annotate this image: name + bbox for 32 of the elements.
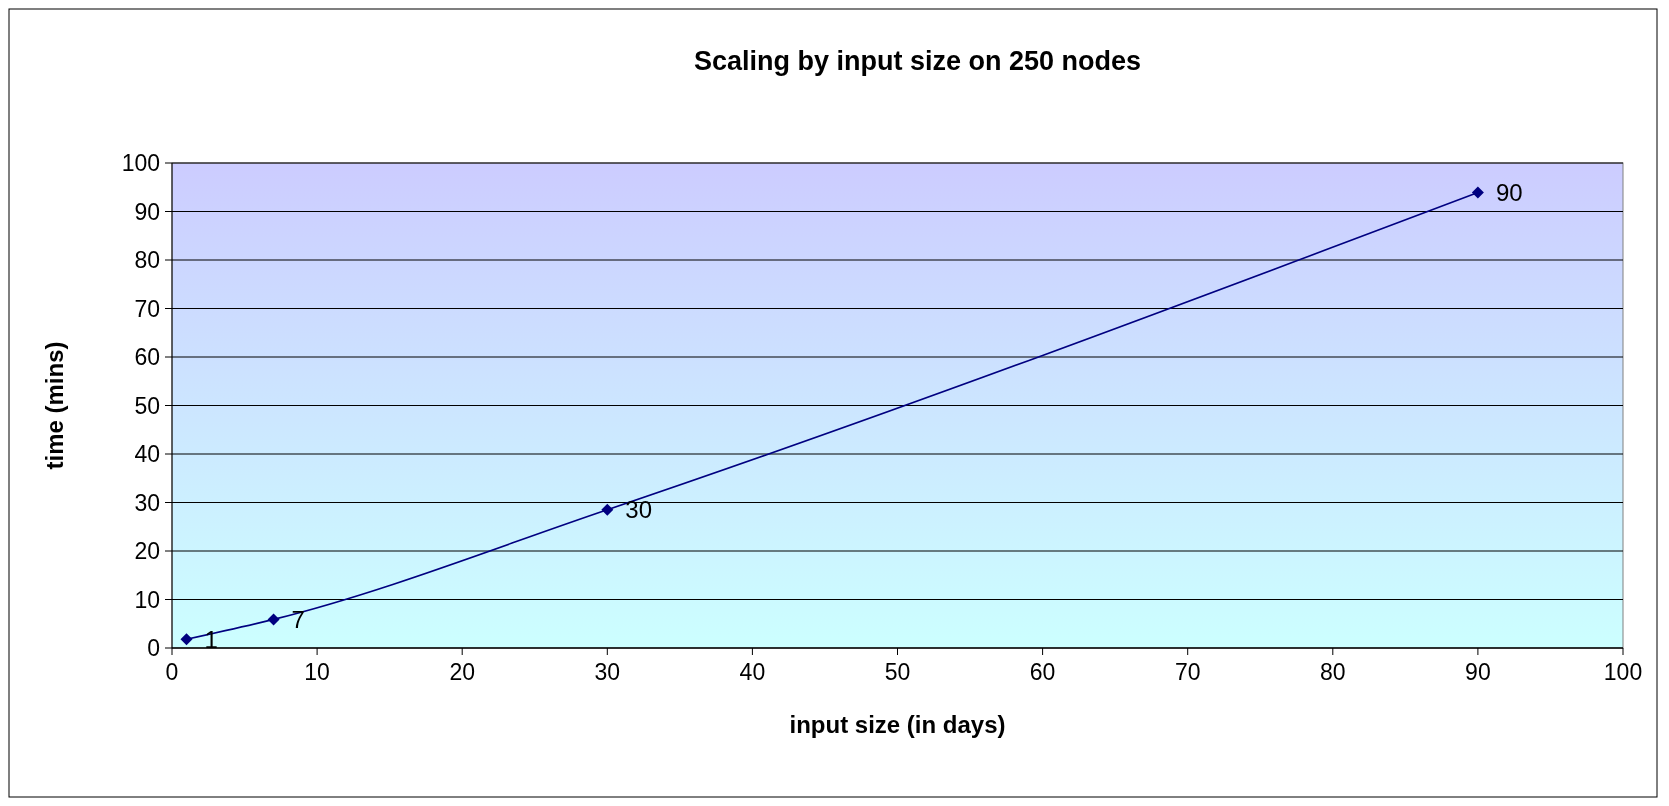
y-tick-label: 60	[134, 344, 160, 371]
y-tick-label: 70	[134, 295, 160, 322]
x-tick-label: 50	[884, 659, 911, 685]
y-tick-label: 20	[134, 538, 160, 565]
x-tick-label: 60	[1029, 659, 1056, 685]
x-tick-label: 30	[594, 659, 621, 685]
x-axis-title: input size (in days)	[789, 711, 1006, 738]
point	[1471, 186, 1484, 199]
y-tick-label: 0	[147, 635, 160, 662]
annotation: 1	[204, 625, 218, 653]
annotation: 7	[291, 605, 305, 633]
y-tick-label: 10	[134, 586, 160, 613]
x-tick-label: 10	[304, 659, 330, 685]
x-tick-label: 100	[1603, 659, 1643, 685]
x-tick-label: 80	[1320, 659, 1346, 685]
point	[601, 503, 614, 516]
x-tick-label: 40	[739, 659, 766, 685]
point	[267, 613, 280, 626]
y-tick-label: 100	[121, 150, 160, 177]
point	[180, 633, 193, 646]
x-tick-label: 20	[449, 659, 475, 685]
y-tick-label: 30	[134, 489, 160, 516]
y-tick-label: 80	[134, 247, 160, 274]
x-tick-label: 0	[165, 659, 179, 685]
y-tick-label: 40	[134, 441, 160, 468]
chart-title: Scaling by input size on 250 nodes	[693, 46, 1142, 76]
y-axis-title: time (mins)	[41, 341, 68, 470]
y-tick-label: 90	[134, 198, 160, 225]
x-tick-label: 70	[1174, 659, 1201, 685]
x-tick-label: 90	[1465, 659, 1491, 685]
annotation: 90	[1495, 178, 1523, 206]
y-tick-label: 50	[134, 392, 160, 419]
